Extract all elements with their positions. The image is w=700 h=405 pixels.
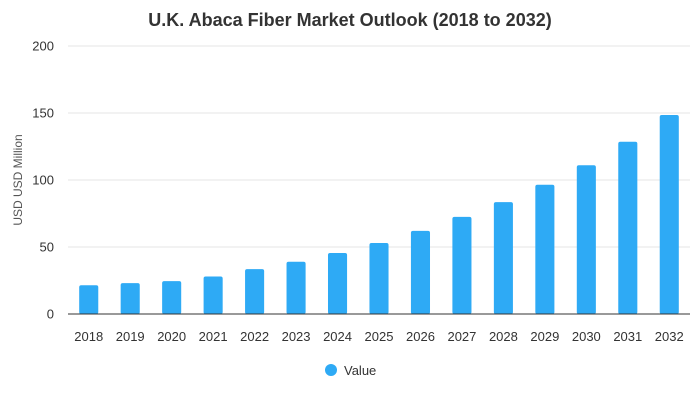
bar-2019[interactable] [120,283,140,314]
x-tick-label-2018: 2018 [74,329,103,344]
y-tick-label: 0 [47,307,54,322]
bar-2022[interactable] [245,269,265,314]
bar-2023[interactable] [286,261,306,314]
y-axis-ticks: 0 50 100 150 200 [32,39,54,322]
bar-2031[interactable] [618,141,638,314]
bar-2018[interactable] [79,285,99,314]
y-tick-label: 200 [32,39,54,54]
bar-2024[interactable] [327,253,348,314]
x-tick-label-2026: 2026 [406,329,435,344]
x-axis-ticks: 2018 2019 2020 2021 2022 2023 2024 2025 2026 2027… [74,329,683,344]
y-tick-label: 150 [32,106,54,121]
bar-2025[interactable] [369,242,389,314]
bar-2026[interactable] [410,230,431,314]
x-tick-label-2019: 2019 [116,329,145,344]
x-tick-label-2029: 2029 [530,329,559,344]
bar-2020[interactable] [162,281,182,314]
x-tick-label-2030: 2030 [572,329,601,344]
bar-2027[interactable] [452,216,472,314]
x-tick-label-2027: 2027 [447,329,476,344]
bar-2029[interactable] [535,184,555,314]
gridlines [68,45,690,248]
x-tick-label-2020: 2020 [157,329,186,344]
x-tick-label-2024: 2024 [323,329,352,344]
x-tick-label-2031: 2031 [613,329,642,344]
bar-2032[interactable] [659,115,679,314]
bar-2030[interactable] [576,165,596,314]
y-tick-label: 50 [40,240,54,255]
legend[interactable]: Value [325,363,376,378]
x-tick-label-2023: 2023 [282,329,311,344]
bars [79,115,679,314]
legend-marker-value [325,364,337,376]
chart-title: U.K. Abaca Fiber Market Outlook (2018 to… [148,10,551,30]
y-axis-label: USD USD Million [11,134,25,225]
y-tick-label: 100 [32,173,54,188]
bar-2021[interactable] [203,276,223,314]
x-tick-label-2021: 2021 [199,329,228,344]
x-tick-label-2028: 2028 [489,329,518,344]
bar-2028[interactable] [493,202,513,314]
x-tick-label-2032: 2032 [655,329,684,344]
x-tick-label-2025: 2025 [365,329,394,344]
x-tick-label-2022: 2022 [240,329,269,344]
legend-label-value: Value [344,363,376,378]
